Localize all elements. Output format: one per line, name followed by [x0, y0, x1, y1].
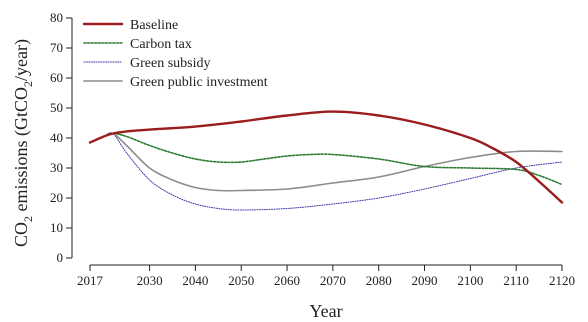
y-axis-title-subscript: 2 [21, 81, 35, 87]
x-tick-label: 2040 [182, 273, 208, 288]
y-tick-label: 30 [50, 160, 63, 175]
y-tick-label: 80 [50, 10, 63, 25]
x-tick-label: 2070 [320, 273, 346, 288]
y-tick-label: 70 [50, 40, 63, 55]
legend-label: Carbon tax [130, 37, 192, 52]
y-tick-label: 10 [50, 220, 63, 235]
y-tick-label: 60 [50, 70, 63, 85]
legend-label: Green subsidy [130, 56, 211, 71]
y-tick-label: 50 [50, 100, 63, 115]
axes: 2017 2030 2040 2050 2060 2070 2080 2090 2100 2110… [50, 10, 575, 288]
x-tick-label: 2050 [228, 273, 254, 288]
x-tick-label: 2090 [412, 273, 438, 288]
x-axis-title: Year [309, 301, 342, 321]
x-tick-label: 2110 [503, 273, 529, 288]
x-tick-label: 2120 [549, 273, 575, 288]
series-line-green-public-investment [89, 132, 563, 192]
series-group [88, 110, 564, 211]
series-line-baseline [88, 110, 564, 204]
legend: Baseline Carbon tax Green subsidy Green pub… [82, 18, 268, 90]
y-axis-title-part: /year) [11, 39, 32, 81]
y-axis-title: CO2 emissions (GtCO2/year) [11, 39, 35, 247]
y-axis-title-part: CO [11, 222, 31, 247]
x-tick-label: 2030 [137, 273, 163, 288]
legend-label: Green public investment [130, 75, 268, 90]
x-tick-label: 2080 [366, 273, 392, 288]
y-axis-title-subscript: 2 [21, 216, 35, 222]
y-tick-label: 0 [57, 250, 64, 265]
legend-label: Baseline [130, 18, 178, 33]
x-tick-label: 2100 [457, 273, 483, 288]
y-axis-title-part: emissions (GtCO [11, 87, 32, 216]
y-tick-label: 20 [50, 190, 63, 205]
series-line-carbon-tax [89, 132, 563, 186]
x-tick-label: 2060 [274, 273, 300, 288]
y-tick-label: 40 [50, 130, 63, 145]
series-line-green-subsidy [89, 132, 563, 211]
x-tick-label: 2017 [77, 273, 104, 288]
